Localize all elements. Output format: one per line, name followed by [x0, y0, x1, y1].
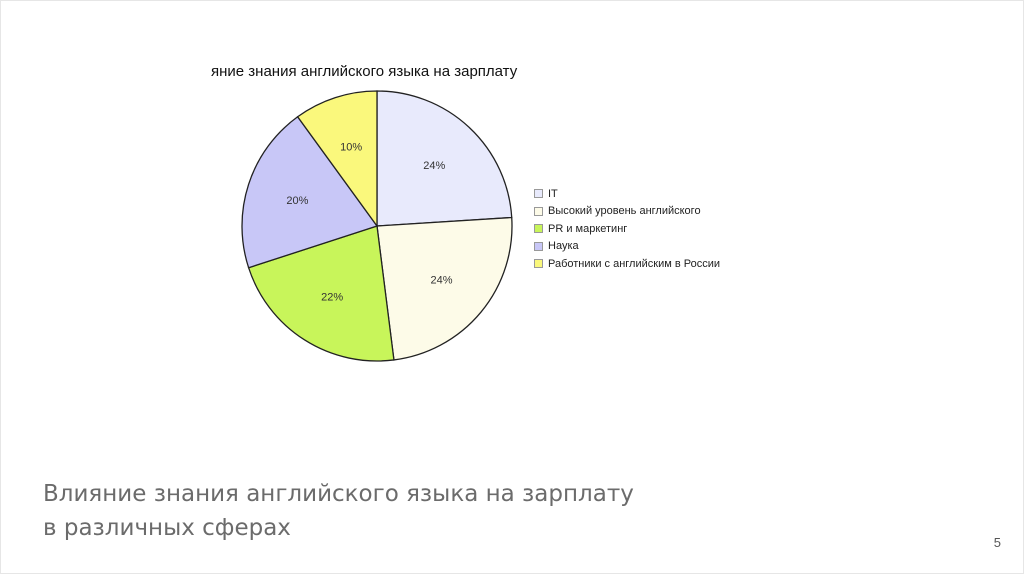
slice-label-high-english: 24%: [430, 274, 452, 286]
legend-label-pr-marketing: PR и маркетинг: [548, 222, 628, 235]
pie-slice-science: [241, 115, 379, 269]
legend-item-it: IT: [534, 185, 720, 203]
pie-slice-high-english: [376, 216, 513, 361]
slice-label-pr-marketing: 22%: [321, 292, 343, 304]
chart-title: яние знания английского языка на зарплат…: [211, 63, 518, 80]
page-number: 5: [993, 535, 1001, 550]
legend-swatch-science: [534, 241, 543, 251]
legend-label-russia-workers: Работники с английским в России: [548, 257, 720, 270]
legend-label-science: Наука: [548, 240, 579, 253]
legend-swatch-russia-workers: [534, 259, 543, 269]
legend-item-russia-workers: Работники с английским в России: [534, 255, 720, 273]
slice-label-russia-workers: 10%: [340, 141, 362, 153]
legend-item-pr-marketing: PR и маркетинг: [534, 220, 720, 238]
legend-swatch-it: [534, 189, 543, 199]
legend-label-high-english: Высокий уровень английского: [548, 205, 701, 218]
slice-label-science: 20%: [286, 195, 308, 207]
legend-swatch-pr-marketing: [534, 224, 543, 234]
pie-slice-it: [376, 90, 513, 227]
legend-swatch-high-english: [534, 206, 543, 216]
legend-label-it: IT: [548, 187, 558, 200]
slide-caption: Влияние знания английского языка на зарп…: [43, 481, 634, 541]
pie-slice-russia-workers: [296, 90, 378, 229]
slice-label-it: 24%: [423, 160, 445, 172]
legend-item-science: Наука: [534, 238, 720, 256]
legend-item-high-english: Высокий уровень английского: [534, 203, 720, 221]
pie-slice-pr-marketing: [247, 225, 395, 362]
chart-legend: IT Высокий уровень английского PR и марк…: [534, 185, 720, 273]
